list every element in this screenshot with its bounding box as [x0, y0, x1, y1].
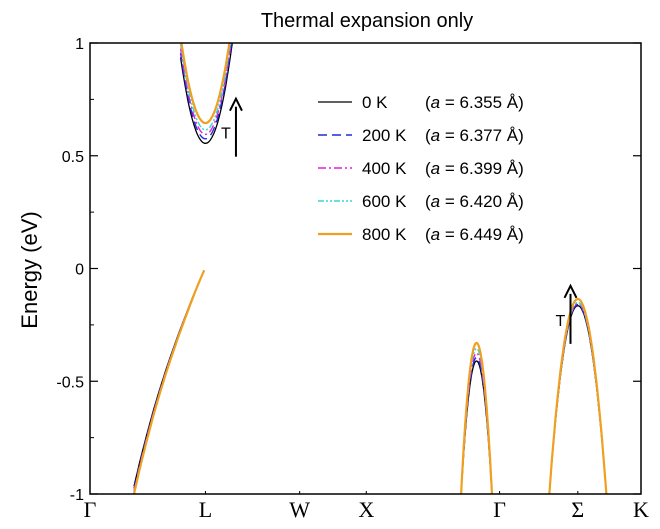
- series-2-conduction: [179, 43, 232, 135]
- temperature-arrows: TT: [221, 96, 578, 344]
- legend-name: 800 K: [362, 225, 407, 244]
- y-tick-label: -1: [70, 487, 84, 504]
- x-tick-label: X: [358, 497, 374, 522]
- chart-title: Thermal expansion only: [261, 10, 473, 32]
- x-tick-label: Σ: [571, 497, 584, 522]
- y-tick-label: 1: [75, 36, 84, 53]
- legend-name: 200 K: [362, 126, 407, 145]
- annotation-label: T: [221, 126, 231, 143]
- series-3-valence: [133, 270, 205, 494]
- y-tick-label: -0.5: [56, 374, 84, 391]
- series-4-valence: [132, 270, 206, 494]
- series-0-conduction: [179, 43, 233, 144]
- legend-name: 600 K: [362, 192, 407, 211]
- y-tick-label: 0.5: [62, 149, 84, 166]
- arrow-head: [563, 283, 578, 299]
- arrow-head: [229, 96, 243, 112]
- series-3-conduction: [179, 43, 232, 131]
- legend-lattice: (a = 6.449 Å): [425, 225, 524, 244]
- x-tick-label: L: [199, 497, 212, 522]
- y-axis-label: Energy (eV): [17, 211, 42, 328]
- x-tick-label: W: [289, 497, 310, 522]
- annotation-label: T: [555, 313, 565, 330]
- legend-lattice: (a = 6.420 Å): [425, 192, 524, 211]
- legend: 0 K (a = 6.355 Å) 200 K (a = 6.377 Å) 400 K (…: [318, 93, 524, 244]
- series-1-valence: [133, 270, 205, 489]
- axis-ticks: 10.50-0.5-1Γ L W X Γ Σ K: [56, 36, 649, 522]
- series-4-conduction: [180, 43, 231, 125]
- series-2-valence: [133, 270, 205, 491]
- legend-lattice: (a = 6.399 Å): [425, 159, 524, 178]
- legend-name: 0 K: [362, 93, 388, 112]
- x-tick-label: Γ: [493, 497, 506, 522]
- legend-lattice: (a = 6.355 Å): [425, 93, 524, 112]
- series-4-hump-x-gamma: [460, 341, 494, 494]
- x-tick-label: Γ: [84, 497, 97, 522]
- band-series: [132, 43, 608, 494]
- legend-lattice: (a = 6.377 Å): [425, 126, 524, 145]
- x-tick-label: K: [633, 497, 649, 522]
- legend-name: 400 K: [362, 159, 407, 178]
- y-tick-label: 0: [75, 262, 84, 279]
- series-4-hump-sigma: [548, 297, 608, 494]
